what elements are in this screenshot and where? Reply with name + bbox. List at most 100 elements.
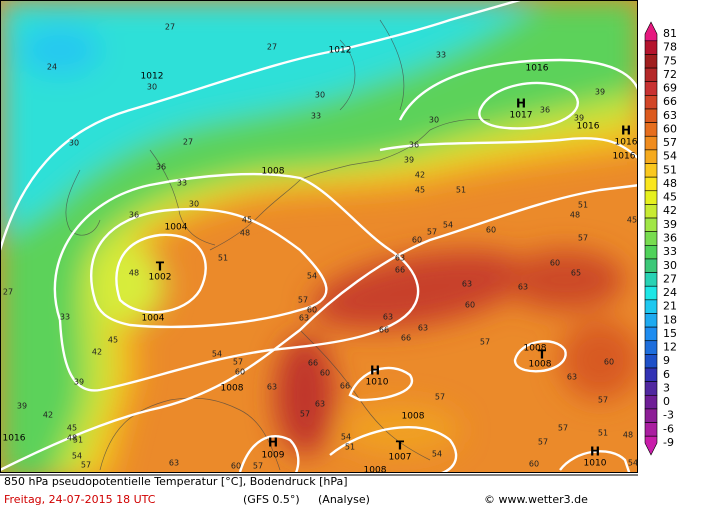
colorbar-swatch [644, 408, 658, 423]
colorbar-swatch [644, 122, 658, 137]
contour-label: 54 [212, 350, 222, 359]
contour-label: 57 [81, 461, 91, 470]
field-cyan [1, 1, 539, 240]
field-red [311, 250, 529, 330]
colorbar-label: 51 [663, 163, 677, 176]
contour-label: 27 [267, 43, 277, 52]
isobar-label: 1007 [389, 453, 412, 463]
contour-label: 66 [379, 326, 389, 335]
map-frame [0, 0, 638, 473]
colorbar-label: 33 [663, 245, 677, 258]
colorbar-swatch [644, 95, 658, 110]
contour-label: 33 [311, 112, 321, 121]
contour-label: 63 [567, 373, 577, 382]
colorbar-label: 81 [663, 27, 677, 40]
colorbar-label: -9 [663, 436, 674, 449]
contour-label: 30 [69, 139, 79, 148]
colorbar-label: 45 [663, 191, 677, 204]
contour-label: 33 [177, 179, 187, 188]
contour-label: 27 [183, 138, 193, 147]
colorbar-label: 6 [663, 368, 670, 381]
contour-label: 33 [436, 51, 446, 60]
contour-label: 51 [218, 254, 228, 263]
contour-label: 63 [383, 313, 393, 322]
colorbar-swatch [644, 272, 658, 287]
contour-label: 57 [538, 438, 548, 447]
isobar [559, 450, 631, 472]
colorbar-swatch [644, 135, 658, 151]
contour-label: 57 [578, 234, 588, 243]
colorbar-label: 60 [663, 122, 677, 135]
contour-label: 45 [627, 216, 637, 225]
isobar [238, 435, 300, 472]
contour-label: 48 [570, 211, 580, 220]
contour-label: 39 [574, 114, 584, 123]
colorbar-swatch [644, 299, 658, 314]
contour-label: 63 [315, 400, 325, 409]
colorbar-tip [644, 435, 658, 456]
contour-label: 30 [189, 200, 199, 209]
colorbar-swatch [644, 231, 658, 246]
contour-label: 60 [465, 301, 475, 310]
isobar-label: 1008 [262, 167, 285, 177]
colorbar-swatch [644, 40, 658, 55]
colorbar-label: -3 [663, 409, 674, 422]
isobar-label: 1016 [615, 138, 638, 148]
isobar [1, 184, 637, 471]
colorbar-swatch [644, 422, 658, 437]
contour-label: 57 [435, 393, 445, 402]
colorbar-swatch [644, 245, 658, 260]
pressure-center: H [516, 97, 526, 111]
contour-label: 57 [480, 338, 490, 347]
colorbar-label: 30 [663, 259, 677, 272]
contour-label: 48 [623, 431, 633, 440]
colorbar-swatch [644, 381, 658, 396]
isobar-label: 1008 [529, 360, 552, 370]
isobar [53, 172, 420, 392]
contour-label: 51 [456, 186, 466, 195]
contour-label: 57 [427, 228, 437, 237]
contour-label: 54 [628, 459, 638, 468]
contour-label: 63 [418, 324, 428, 333]
colorbar-swatch [644, 313, 658, 328]
colorbar-swatch [644, 285, 658, 301]
contour-label: 51 [73, 436, 83, 445]
footer-run: (Analyse) [318, 493, 370, 506]
contour-label: 51 [578, 201, 588, 210]
contour-label: 30 [315, 91, 325, 100]
colorbar-swatch [644, 204, 658, 219]
colorbar-swatch [644, 217, 658, 232]
colorbar-swatch [644, 394, 658, 410]
contour-label: 57 [300, 410, 310, 419]
contour-label: 60 [235, 368, 245, 377]
colorbar-label: 48 [663, 177, 677, 190]
contour-label: 48 [240, 229, 250, 238]
colorbar-label: 3 [663, 381, 670, 394]
contour-label: 66 [340, 382, 350, 391]
contour-label: 42 [415, 171, 425, 180]
colorbar-label: 24 [663, 286, 677, 299]
isobar-label: 1009 [262, 451, 285, 461]
contour-label: 66 [401, 334, 411, 343]
contour-label: 63 [395, 254, 405, 263]
isobar-label: 1010 [366, 378, 389, 388]
contour-label: 51 [598, 429, 608, 438]
colorbar-label: 15 [663, 327, 677, 340]
pressure-center: H [590, 445, 600, 459]
isobar [513, 340, 567, 373]
contour-label: 60 [550, 259, 560, 268]
colorbar-label: 75 [663, 54, 677, 67]
contour-label: 45 [108, 336, 118, 345]
colorbar-label: 18 [663, 313, 677, 326]
isobar-label: 1008 [524, 344, 547, 354]
contour-label: 57 [598, 396, 608, 405]
colorbar-label: 39 [663, 218, 677, 231]
isobar-label: 1008 [402, 412, 425, 422]
coastline [99, 397, 281, 471]
colorbar: 8178757269666360575451484542393633302724… [644, 21, 677, 456]
pressure-center: H [268, 436, 278, 450]
isobar [115, 233, 207, 314]
contour-label: 39 [74, 378, 84, 387]
